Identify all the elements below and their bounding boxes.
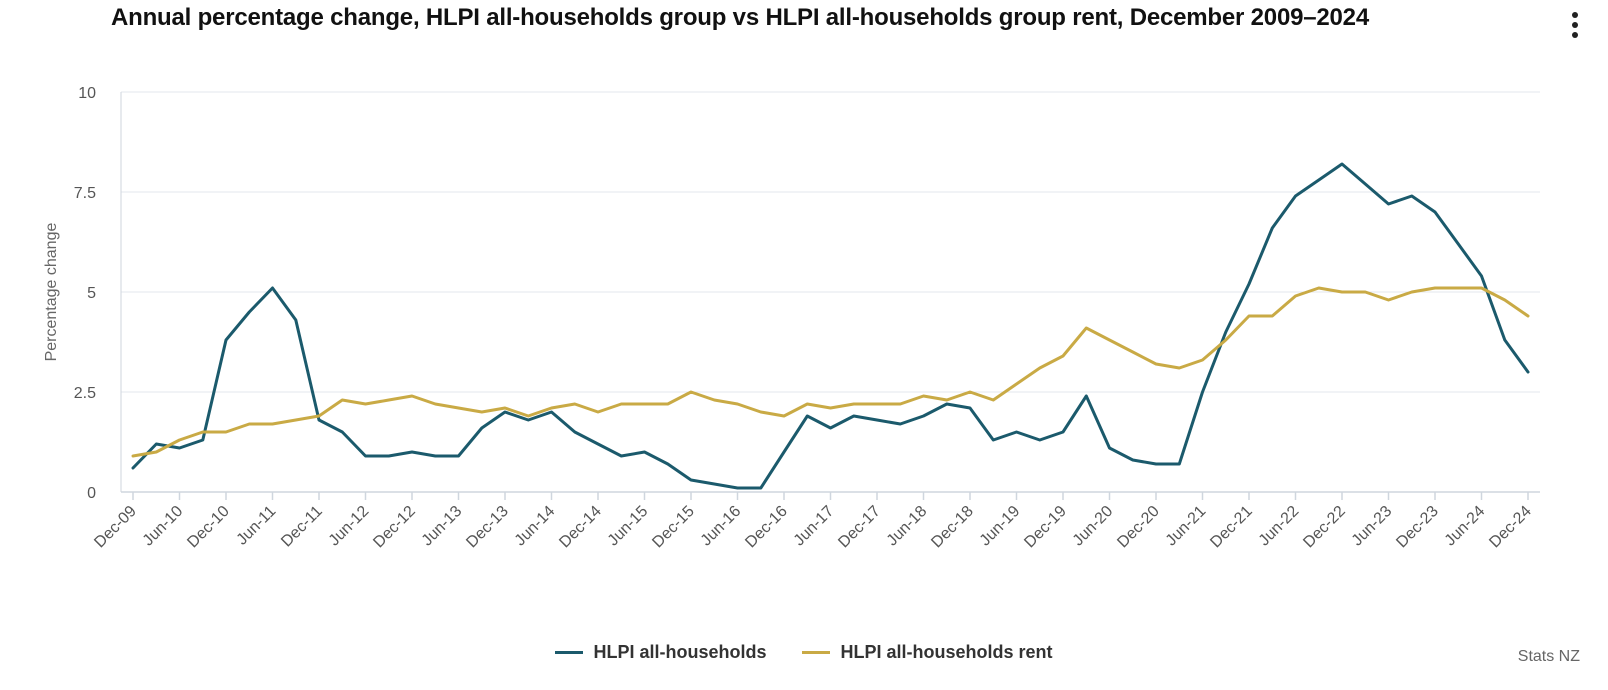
x-tick-label: Jun-13 (419, 503, 466, 550)
x-tick-label: Jun-23 (1349, 503, 1396, 550)
x-tick-label: Dec-17 (835, 503, 884, 552)
x-tick-label: Dec-15 (649, 503, 698, 552)
legend-item-hlpi-all-households[interactable]: HLPI all-households (555, 642, 766, 663)
x-tick-label: Dec-19 (1021, 503, 1070, 552)
x-tick-label: Dec-16 (742, 503, 791, 552)
source-credit: Stats NZ (1517, 648, 1580, 665)
x-tick-label: Dec-14 (556, 503, 605, 552)
x-tick-label: Dec-23 (1393, 503, 1442, 552)
x-tick-label: Dec-12 (370, 503, 419, 552)
x-tick-label: Jun-18 (884, 503, 931, 550)
chart-menu-button[interactable] (1568, 12, 1582, 44)
x-tick-label: Dec-10 (184, 503, 233, 552)
y-tick-label: 0 (87, 485, 96, 502)
x-tick-label: Dec-20 (1114, 503, 1163, 552)
x-tick-label: Jun-14 (512, 503, 559, 550)
x-tick-label: Jun-12 (326, 503, 373, 550)
y-tick-label: 10 (78, 85, 96, 102)
y-tick-label: 7.5 (74, 185, 96, 202)
series-lines (131, 162, 1530, 490)
x-tick-label: Jun-17 (791, 503, 838, 550)
x-tick-label: Jun-19 (977, 503, 1024, 550)
x-tick-label: Jun-24 (1442, 503, 1489, 550)
x-tick-label: Jun-15 (605, 503, 652, 550)
x-tick-label: Jun-21 (1163, 503, 1210, 550)
x-tick-label: Jun-10 (140, 503, 187, 550)
chart-title: Annual percentage change, HLPI all-house… (111, 4, 1369, 31)
x-tick-label: Jun-22 (1256, 503, 1303, 550)
x-tick-label: Dec-13 (463, 503, 512, 552)
x-tick-label: Dec-09 (91, 503, 140, 552)
x-tick-label: Dec-21 (1207, 503, 1256, 552)
x-tick-label: Dec-22 (1300, 503, 1349, 552)
vertical-ellipsis-icon (1568, 12, 1582, 38)
x-tick-label: Dec-11 (278, 503, 326, 551)
series-line-1[interactable] (131, 286, 1530, 458)
grid-lines (121, 91, 1540, 393)
x-tick-label: Dec-18 (928, 503, 977, 552)
y-axis-title: Percentage change (43, 223, 60, 362)
y-tick-label: 2.5 (74, 385, 96, 402)
x-tick-label: Jun-16 (698, 503, 745, 550)
x-tick-label: Dec-24 (1486, 503, 1535, 552)
y-tick-label: 5 (87, 285, 96, 302)
x-tick-label: Jun-11 (234, 503, 280, 549)
legend: HLPI all-households HLPI all-households … (0, 642, 1608, 663)
series-line-0[interactable] (131, 162, 1530, 490)
legend-label: HLPI all-households (593, 642, 767, 662)
legend-swatch-line-icon (555, 651, 584, 654)
legend-swatch-line-icon (802, 651, 831, 654)
legend-item-hlpi-all-households-rent[interactable]: HLPI all-households rent (802, 642, 1053, 663)
x-tick-label: Jun-20 (1070, 503, 1117, 550)
legend-label: HLPI all-households rent (840, 642, 1053, 662)
